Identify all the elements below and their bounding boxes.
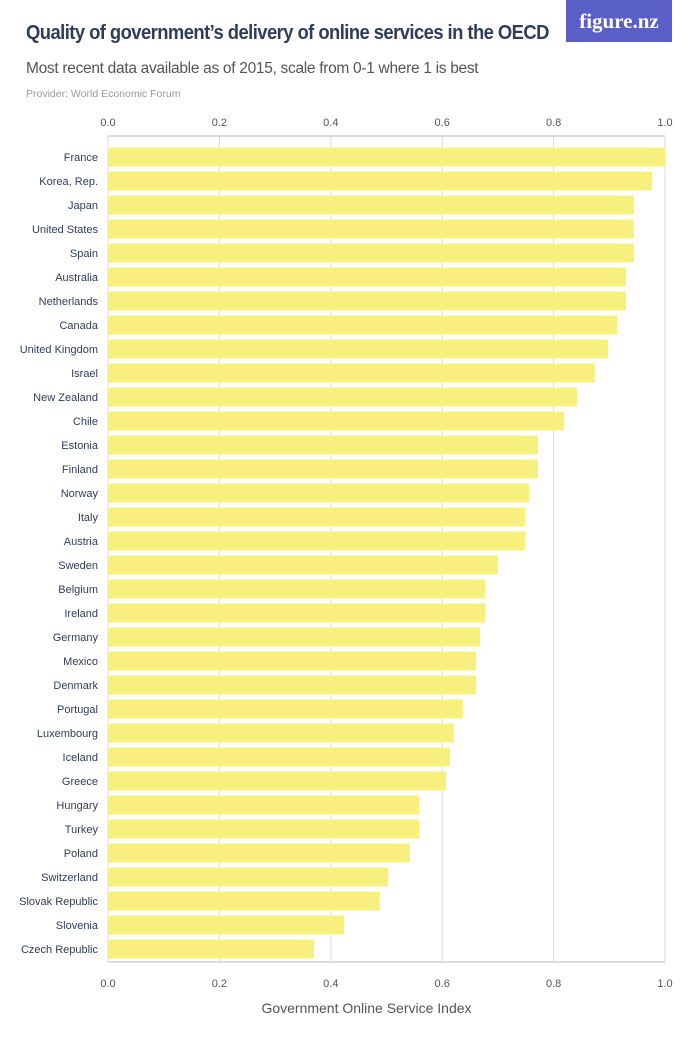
bar-netherlands <box>108 291 627 311</box>
category-label: New Zealand <box>33 392 98 404</box>
bar-ireland <box>108 603 486 623</box>
bar-korea-rep- <box>108 171 653 191</box>
figure-nz-logo[interactable]: figure.nz <box>566 0 672 42</box>
x-tick-label-bottom: 0.0 <box>100 978 115 990</box>
bar-poland <box>108 843 410 863</box>
bar-greece <box>108 771 447 791</box>
bar-united-states <box>108 219 634 239</box>
bar-estonia <box>108 435 539 455</box>
bar-finland <box>108 459 539 479</box>
bar-hungary <box>108 795 420 815</box>
bar-germany <box>108 627 481 647</box>
category-label: France <box>64 152 98 164</box>
x-tick-label-top: 0.0 <box>100 117 115 129</box>
category-label: Slovak Republic <box>19 896 98 908</box>
bar-spain <box>108 243 634 263</box>
category-label: Slovenia <box>56 920 99 932</box>
bar-belgium <box>108 579 486 599</box>
bar-slovenia <box>108 915 345 935</box>
category-label: Luxembourg <box>37 728 98 740</box>
category-label: Italy <box>78 512 99 524</box>
x-tick-label-top: 0.6 <box>435 117 450 129</box>
category-label: Poland <box>64 848 98 860</box>
category-label: Czech Republic <box>21 944 99 956</box>
category-label: Ireland <box>64 608 98 620</box>
category-label: Korea, Rep. <box>39 176 98 188</box>
category-label: Hungary <box>56 800 98 812</box>
x-tick-label-bottom: 1.0 <box>657 978 672 990</box>
category-label: Greece <box>62 776 98 788</box>
bar-denmark <box>108 675 477 695</box>
x-tick-label-top: 0.4 <box>323 117 338 129</box>
bar-turkey <box>108 819 420 839</box>
category-label: United States <box>32 224 99 236</box>
bar-portugal <box>108 699 463 719</box>
bar-canada <box>108 315 618 335</box>
bar-czech-republic <box>108 939 315 959</box>
category-label: United Kingdom <box>20 344 98 356</box>
category-label: Finland <box>62 464 98 476</box>
bar-new-zealand <box>108 387 577 407</box>
x-tick-label-bottom: 0.2 <box>212 978 227 990</box>
category-label: Germany <box>53 632 99 644</box>
category-label: Canada <box>59 320 98 332</box>
category-label: Israel <box>71 368 98 380</box>
x-tick-label-top: 1.0 <box>657 117 672 129</box>
x-tick-label-bottom: 0.4 <box>323 978 338 990</box>
chart-subtitle: Most recent data available as of 2015, s… <box>26 60 479 77</box>
category-label: Iceland <box>63 752 98 764</box>
bar-chile <box>108 411 565 431</box>
chart-title: Quality of government’s delivery of onli… <box>26 22 549 44</box>
category-label: Chile <box>73 416 98 428</box>
x-tick-label-bottom: 0.8 <box>546 978 561 990</box>
bar-switzerland <box>108 867 389 887</box>
category-label: Portugal <box>57 704 98 716</box>
bar-italy <box>108 507 526 527</box>
bar-united-kingdom <box>108 339 609 359</box>
bar-israel <box>108 363 595 383</box>
x-tick-label-top: 0.8 <box>546 117 561 129</box>
category-label: Japan <box>68 200 98 212</box>
bar-japan <box>108 195 634 215</box>
bar-sweden <box>108 555 498 575</box>
bar-australia <box>108 267 627 287</box>
bar-iceland <box>108 747 450 767</box>
category-label: Spain <box>70 248 98 260</box>
bar-norway <box>108 483 530 503</box>
bar-austria <box>108 531 526 551</box>
category-label: Switzerland <box>41 872 98 884</box>
category-label: Belgium <box>58 584 98 596</box>
category-label: Netherlands <box>39 296 99 308</box>
x-tick-label-top: 0.2 <box>212 117 227 129</box>
category-label: Norway <box>61 488 99 500</box>
bar-luxembourg <box>108 723 454 743</box>
category-label: Australia <box>55 272 99 284</box>
category-label: Estonia <box>61 440 99 452</box>
category-label: Austria <box>64 536 99 548</box>
provider-note: Provider: World Economic Forum <box>26 88 181 100</box>
bar-slovak-republic <box>108 891 380 911</box>
category-label: Mexico <box>63 656 98 668</box>
category-label: Sweden <box>58 560 98 572</box>
x-axis-title: Government Online Service Index <box>261 1000 471 1016</box>
category-label: Turkey <box>65 824 99 836</box>
category-label: Denmark <box>53 680 98 692</box>
x-tick-label-bottom: 0.6 <box>435 978 450 990</box>
bar-mexico <box>108 651 477 671</box>
bar-france <box>108 147 665 167</box>
